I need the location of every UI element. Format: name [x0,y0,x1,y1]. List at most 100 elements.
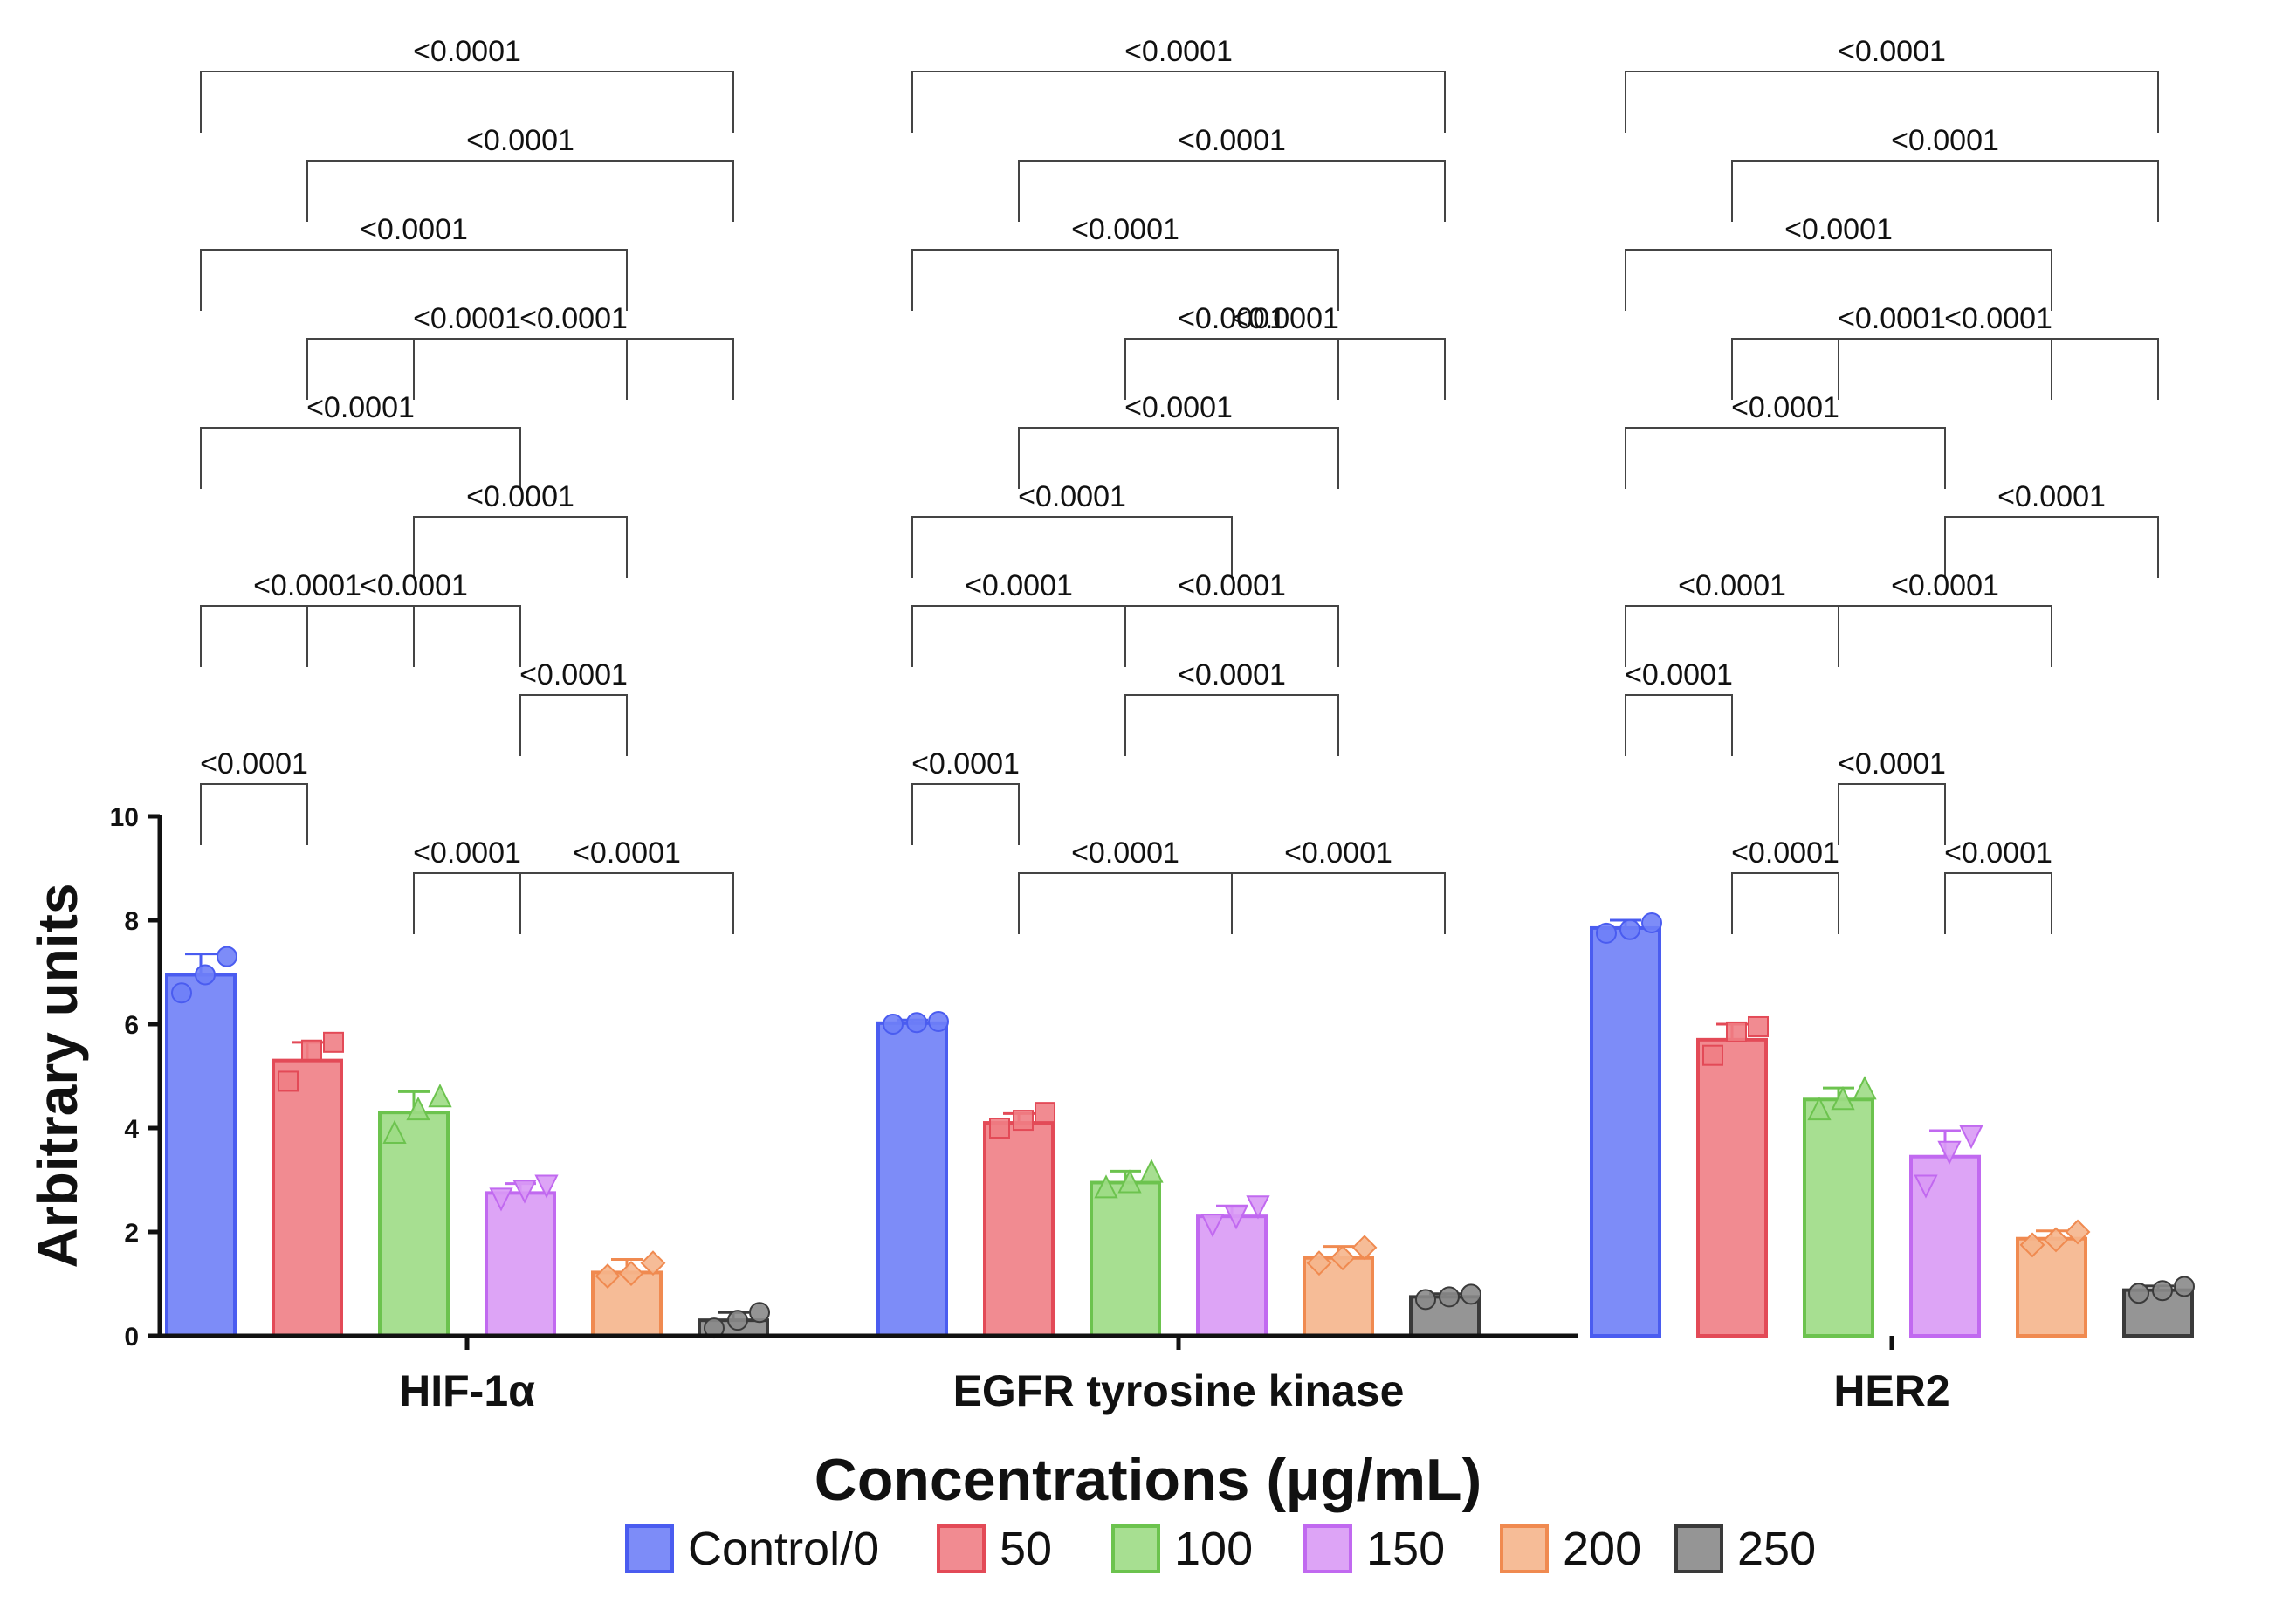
significance-bracket [1838,338,2159,400]
significance-bracket [200,783,308,845]
p-value-label: <0.0001 [1891,124,1999,157]
data-point [595,1263,621,1289]
p-value-label: <0.0001 [911,747,1020,781]
significance-bracket [911,71,1446,133]
significance-bracket [1018,427,1339,489]
significance-bracket [911,516,1233,578]
data-point [906,1012,927,1034]
p-value-label: <0.0001 [413,836,521,870]
significance-bracket [1124,338,1339,400]
bar [272,1058,343,1338]
p-value-label: <0.0001 [519,658,628,691]
significance-bracket [1731,338,2052,400]
bar [1196,1214,1268,1338]
y-tick-label: 4 [124,1115,139,1144]
p-value-label: <0.0001 [1891,569,1999,602]
significance-bracket [1625,71,2159,133]
p-value-label: <0.0001 [466,480,574,513]
p-value-label: <0.0001 [1784,213,1893,246]
data-point [428,1084,452,1108]
p-value-label: <0.0001 [1071,836,1179,870]
data-point [1937,1140,1962,1166]
significance-bracket [1625,694,1733,756]
data-point [1117,1169,1142,1194]
significance-bracket [1018,872,1233,934]
data-point [1330,1245,1356,1271]
p-value-label: <0.0001 [466,124,574,157]
data-point [1035,1102,1055,1124]
data-point [323,1031,344,1053]
p-value-label: <0.0001 [1838,747,1946,781]
legend: Control/0 50 100 150 200 250 [625,1523,1816,1575]
p-value-label: <0.0001 [965,569,1073,602]
legend-label: 150 [1366,1523,1445,1575]
p-value-label: <0.0001 [519,302,628,335]
p-value-label: <0.0001 [360,569,468,602]
p-value-label: <0.0001 [1284,836,1392,870]
significance-bracket [200,249,628,311]
data-point [489,1187,513,1212]
data-point [1726,1021,1747,1042]
p-value-label: <0.0001 [1124,35,1233,68]
group-label: HER2 [1833,1366,1949,1415]
significance-bracket [200,427,521,489]
significance-bracket [1018,160,1446,222]
data-point [2019,1232,2045,1258]
y-tick-label: 6 [124,1011,139,1040]
y-tick-label: 2 [124,1219,139,1248]
legend-swatch [1500,1524,1549,1573]
data-point [1094,1174,1118,1199]
significance-brackets: <0.0001 <0.0001 <0.0001 <0.0001 <0.0001 <0.00… [200,35,2159,934]
data-point [618,1261,644,1287]
significance-bracket [911,249,1339,311]
data-point [1200,1214,1225,1238]
p-value-label: <0.0001 [1838,35,1946,68]
data-point [1853,1076,1877,1100]
legend-swatch [625,1524,674,1573]
bar [876,1021,948,1338]
p-value-label: <0.0001 [1944,836,2052,870]
p-value-label: <0.0001 [1625,658,1733,691]
data-point [1439,1286,1460,1308]
p-value-label: <0.0001 [1678,569,1786,602]
p-value-label: <0.0001 [1997,480,2106,513]
y-tick-label: 8 [124,907,139,936]
p-value-label: <0.0001 [1178,124,1286,157]
legend-label: 50 [1000,1523,1052,1575]
data-point [1807,1096,1832,1121]
p-value-label: <0.0001 [253,569,361,602]
significance-bracket [413,338,734,400]
data-point [1702,1044,1723,1066]
p-value-label: <0.0001 [1178,302,1286,335]
legend-label: 200 [1563,1523,1641,1575]
data-point [1461,1283,1481,1305]
legend-swatch [1674,1524,1723,1573]
p-value-label: <0.0001 [1731,836,1839,870]
significance-bracket [306,338,628,400]
significance-bracket [1944,872,2052,934]
data-point [749,1302,770,1324]
p-value-label: <0.0001 [1071,213,1179,246]
p-value-label: <0.0001 [1018,480,1126,513]
legend-label: 100 [1174,1523,1253,1575]
significance-bracket [200,605,415,667]
group-label: HIF-1α [399,1366,535,1415]
legend-swatch [1111,1524,1160,1573]
bar [1090,1180,1161,1338]
significance-bracket [1625,427,1946,489]
data-point [928,1011,949,1033]
p-value-label: <0.0001 [306,391,415,424]
p-value-label: <0.0001 [1178,658,1286,691]
bar [1696,1037,1768,1338]
p-value-label: <0.0001 [1838,302,1946,335]
p-value-label: <0.0001 [1124,391,1233,424]
data-point [727,1310,748,1331]
data-point [2174,1276,2195,1297]
significance-bracket [1731,160,2159,222]
p-value-label: <0.0001 [573,836,681,870]
p-value-label: <0.0001 [1944,302,2052,335]
significance-bracket [1838,605,2052,667]
data-point [534,1174,559,1199]
data-point [1596,922,1617,944]
